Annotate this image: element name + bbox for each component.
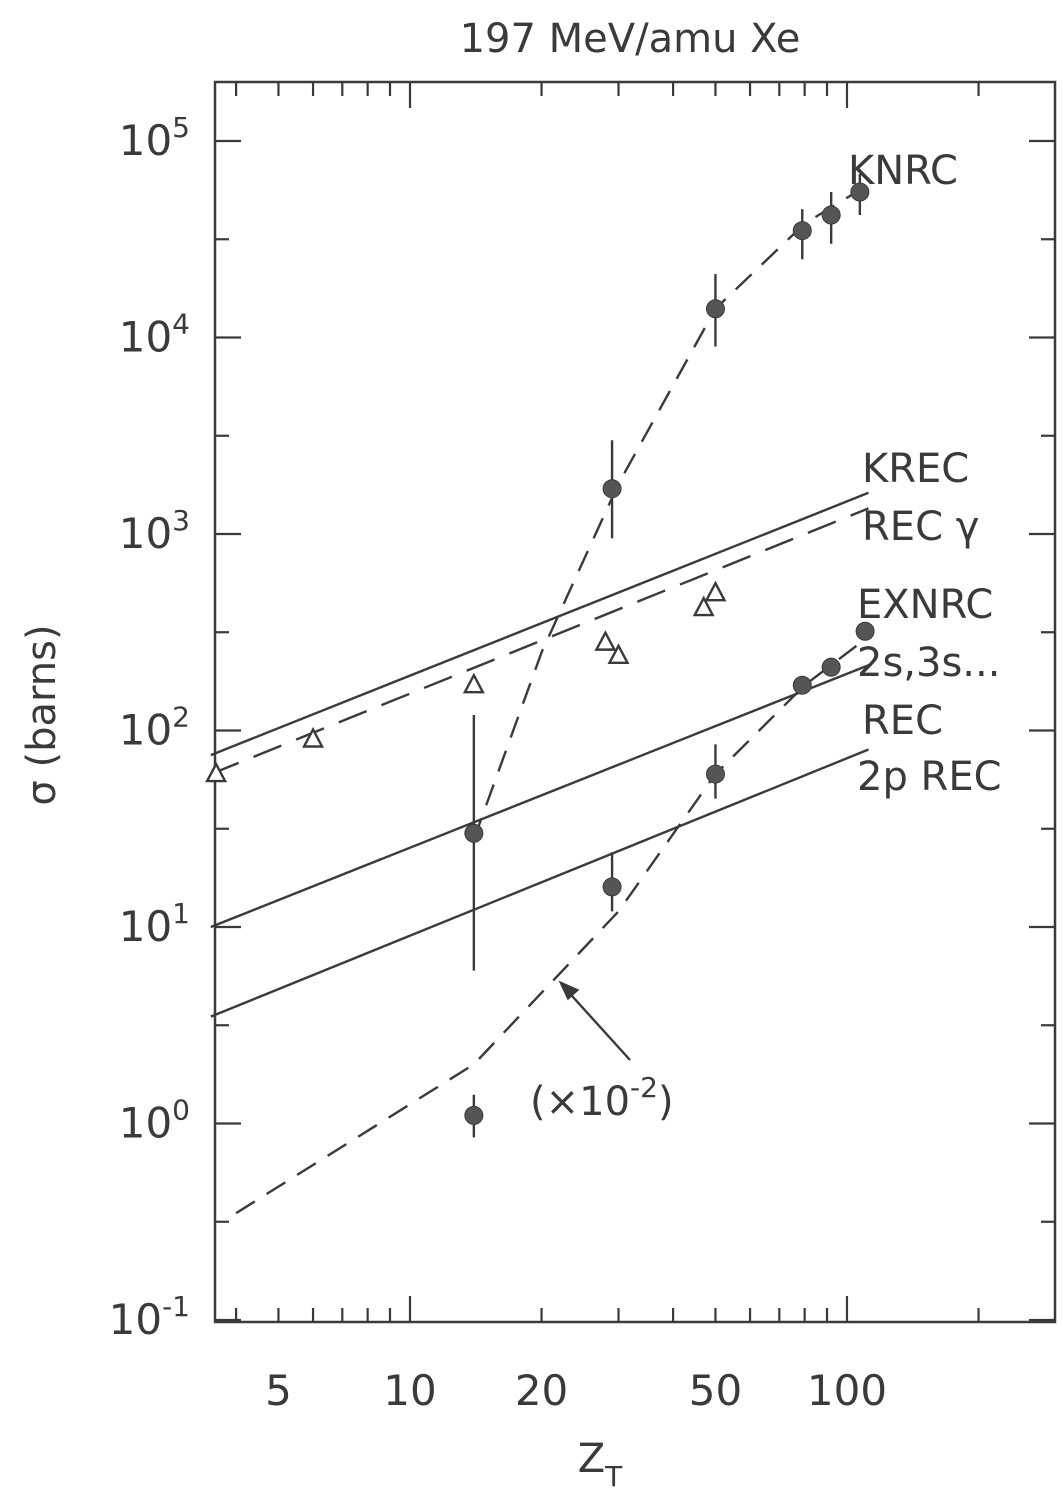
y-tick-label: 102 — [119, 701, 190, 755]
series-label-line: KNRC — [848, 148, 958, 194]
y-tick-label: 103 — [119, 504, 190, 558]
series-label-exnrc-2s-3s-: EXNRC 2s,3s... — [857, 582, 1000, 686]
data-point — [464, 1105, 484, 1125]
y-tick-base: 10 — [119, 116, 172, 165]
data-point — [705, 299, 725, 319]
x-tick-label: 5 — [265, 1366, 292, 1415]
y-tick-exponent: 4 — [172, 308, 190, 341]
x-tick-labels: 5 10 20 50 100 — [265, 1366, 887, 1415]
y-tick-base: 10 — [119, 313, 172, 362]
axis-ticks — [215, 82, 1055, 1322]
y-tick-base: 10 — [119, 1099, 172, 1148]
annotation-arrow-line — [562, 985, 631, 1061]
series-line-rec — [210, 664, 869, 929]
y-tick-base: 10 — [119, 509, 172, 558]
x-axis-label: ZT — [578, 1436, 623, 1493]
data-point — [705, 764, 725, 784]
y-tick-label: 101 — [119, 897, 190, 951]
series-label-line: KREC — [862, 446, 969, 492]
annotation-close: ) — [658, 1079, 674, 1125]
y-tick-label: 10-1 — [109, 1290, 190, 1344]
series-line-krec — [210, 491, 869, 757]
y-tick-exponent: 3 — [172, 504, 190, 537]
x-tick-label: 50 — [689, 1366, 742, 1415]
y-axis-label: σ (barns) — [19, 624, 65, 805]
data-point — [792, 675, 812, 695]
data-point — [821, 205, 841, 225]
data-point — [602, 479, 622, 499]
series-curves — [210, 183, 870, 1215]
data-point — [462, 672, 485, 694]
data-point — [855, 621, 875, 641]
series-line-knrc — [472, 183, 870, 840]
data-point — [821, 657, 841, 677]
data-point — [704, 580, 727, 602]
y-tick-label: 104 — [119, 308, 190, 362]
data-point — [602, 877, 622, 897]
y-tick-exponent: -1 — [162, 1290, 190, 1323]
annotation-exponent: -2 — [630, 1071, 658, 1104]
series-line-2p-rec — [210, 748, 869, 1018]
data-point — [594, 630, 617, 651]
y-tick-base: 10 — [119, 902, 172, 951]
y-tick-base: 10 — [119, 706, 172, 755]
y-tick-exponent: 1 — [172, 897, 190, 930]
series-line-exnrc-2s-3s- — [235, 635, 870, 1215]
y-tick-exponent: 0 — [172, 1094, 190, 1127]
annotation: (×10-2) — [530, 980, 674, 1125]
annotation-main: (×10 — [530, 1079, 630, 1125]
series-label-line: 2p REC — [857, 754, 1002, 800]
y-tick-exponent: 2 — [172, 701, 190, 734]
series-line-rec- — [210, 507, 869, 776]
plot-frame — [213, 80, 1057, 1324]
series-label-line: REC γ — [862, 504, 979, 550]
scale-annotation: (×10-2) — [530, 1071, 674, 1125]
series-label-line: 2s,3s... — [857, 640, 1000, 686]
series-label-rec: REC — [862, 698, 943, 744]
series-label-rec-: REC γ — [862, 504, 979, 550]
x-tick-label: 10 — [383, 1366, 436, 1415]
series-labels: KNRC KREC REC γ EXNRC 2s,3s... REC 2p REC — [848, 148, 1002, 800]
annotation-arrow-head — [558, 980, 580, 1001]
x-axis-label-subscript: T — [604, 1460, 623, 1493]
chart-title: 197 MeV/amu Xe — [460, 16, 801, 62]
series-label-line: REC — [862, 698, 943, 744]
data-point — [302, 726, 325, 748]
series-label-krec: KREC — [862, 446, 969, 492]
series-label-line: EXNRC — [857, 582, 993, 628]
y-tick-exponent: 5 — [172, 111, 190, 144]
x-tick-label: 20 — [515, 1366, 568, 1415]
y-tick-base: 10 — [109, 1295, 162, 1344]
data-point — [792, 221, 812, 241]
series-label-knrc: KNRC — [848, 148, 958, 194]
y-tick-label: 100 — [119, 1094, 190, 1148]
data-point — [692, 595, 715, 617]
x-axis-label-main: Z — [578, 1436, 605, 1482]
data-point — [205, 761, 228, 783]
data-points — [205, 173, 875, 1138]
data-point — [464, 823, 484, 843]
data-point — [850, 182, 870, 202]
y-tick-label: 105 — [119, 111, 190, 165]
x-tick-label: 100 — [807, 1366, 887, 1415]
series-label-2p-rec: 2p REC — [857, 754, 1002, 800]
data-point — [607, 643, 630, 664]
